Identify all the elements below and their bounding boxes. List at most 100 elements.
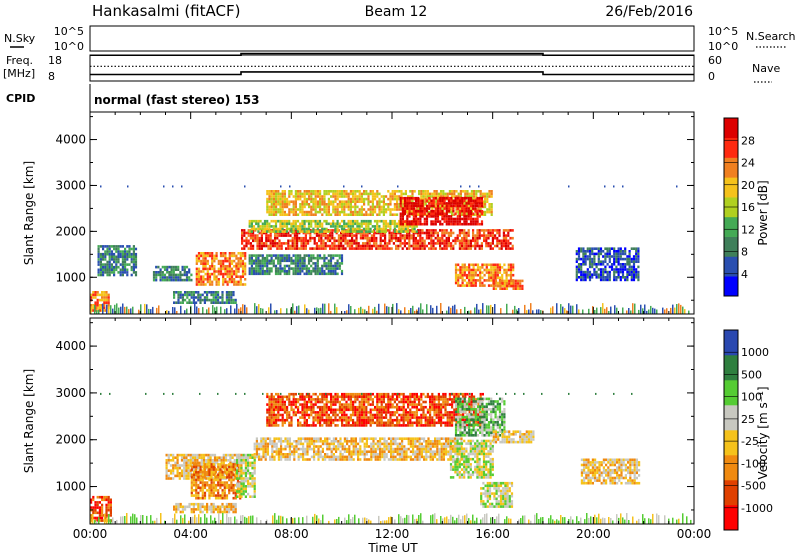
data-cell bbox=[281, 230, 284, 233]
data-cell bbox=[365, 227, 368, 231]
data-cell bbox=[494, 271, 497, 274]
data-cell bbox=[202, 267, 205, 271]
data-cell bbox=[457, 192, 460, 196]
data-cell bbox=[628, 273, 631, 276]
data-cell bbox=[485, 263, 488, 267]
data-cell bbox=[365, 450, 368, 453]
data-cell bbox=[368, 247, 371, 250]
data-cell bbox=[249, 234, 252, 237]
data-cell bbox=[363, 213, 366, 216]
data-cell bbox=[316, 230, 319, 233]
data-cell bbox=[324, 455, 327, 459]
data-cell bbox=[296, 231, 299, 235]
data-cell bbox=[248, 259, 251, 263]
data-cell bbox=[185, 469, 188, 472]
data-cell bbox=[261, 225, 264, 228]
data-cell bbox=[255, 259, 258, 263]
data-cell bbox=[412, 239, 415, 243]
data-cell bbox=[336, 254, 339, 257]
scatter-cell bbox=[688, 310, 690, 314]
data-cell bbox=[384, 231, 387, 235]
data-cell bbox=[498, 231, 501, 235]
scatter-cell bbox=[262, 308, 264, 314]
data-cell bbox=[285, 242, 288, 245]
data-cell bbox=[413, 190, 416, 193]
data-cell bbox=[514, 287, 517, 290]
data-cell bbox=[419, 229, 422, 232]
data-cell bbox=[318, 254, 322, 257]
data-cell bbox=[430, 239, 433, 243]
data-cell bbox=[235, 280, 238, 284]
data-cell bbox=[268, 408, 271, 412]
data-cell bbox=[403, 458, 406, 461]
data-cell bbox=[340, 244, 343, 248]
data-cell bbox=[494, 281, 497, 285]
data-cell bbox=[431, 445, 434, 448]
data-cell bbox=[228, 293, 231, 297]
data-cell bbox=[457, 195, 460, 198]
data-cell bbox=[451, 192, 454, 196]
data-cell bbox=[117, 265, 120, 269]
data-cell bbox=[521, 284, 524, 288]
data-cell bbox=[369, 190, 372, 193]
data-cell bbox=[314, 208, 317, 211]
data-cell bbox=[422, 190, 425, 193]
data-cell bbox=[216, 456, 219, 459]
data-cell bbox=[433, 192, 436, 196]
data-cell bbox=[447, 453, 450, 456]
data-cell bbox=[363, 453, 366, 456]
data-cell bbox=[272, 210, 275, 214]
data-cell bbox=[502, 239, 505, 243]
data-cell bbox=[492, 268, 495, 272]
data-cell bbox=[174, 276, 178, 279]
scatter-cell bbox=[316, 307, 318, 314]
data-cell bbox=[103, 304, 106, 307]
data-cell bbox=[291, 450, 294, 453]
data-cell bbox=[319, 210, 322, 214]
data-cell bbox=[103, 301, 106, 304]
freq-tick-top: 18 bbox=[48, 54, 62, 67]
data-cell bbox=[332, 440, 335, 443]
data-cell bbox=[292, 225, 295, 228]
data-cell bbox=[255, 453, 258, 456]
data-cell bbox=[338, 200, 341, 203]
data-cell bbox=[255, 442, 258, 446]
data-cell bbox=[487, 229, 490, 232]
scatter-cell bbox=[270, 303, 272, 314]
data-cell bbox=[297, 458, 300, 461]
data-cell bbox=[425, 217, 429, 221]
data-cell bbox=[104, 268, 107, 272]
data-cell bbox=[275, 213, 278, 216]
data-cell bbox=[163, 276, 167, 279]
data-cell bbox=[299, 192, 302, 196]
data-cell bbox=[233, 278, 236, 281]
data-cell bbox=[277, 262, 280, 265]
data-cell bbox=[126, 252, 129, 256]
scatter-cell bbox=[646, 310, 648, 314]
data-cell bbox=[577, 270, 581, 274]
data-cell bbox=[608, 265, 611, 269]
data-cell bbox=[409, 190, 412, 193]
data-cell bbox=[266, 222, 269, 226]
data-cell bbox=[340, 236, 343, 240]
data-cell bbox=[255, 267, 258, 270]
data-cell bbox=[505, 273, 508, 277]
data-cell bbox=[312, 192, 315, 196]
data-cell bbox=[280, 445, 283, 448]
data-cell bbox=[163, 268, 167, 271]
data-cell bbox=[247, 247, 250, 250]
data-cell bbox=[235, 262, 238, 265]
data-cell bbox=[399, 220, 402, 223]
data-cell bbox=[398, 230, 401, 233]
data-cell bbox=[318, 231, 321, 235]
data-cell bbox=[316, 262, 319, 265]
data-cell bbox=[361, 450, 364, 453]
data-cell bbox=[335, 231, 338, 235]
data-cell bbox=[363, 447, 366, 451]
data-cell bbox=[233, 280, 236, 284]
data-cell bbox=[291, 453, 294, 456]
data-cell bbox=[380, 227, 383, 231]
data-cell bbox=[291, 242, 294, 245]
data-cell bbox=[328, 447, 331, 451]
data-cell bbox=[458, 199, 462, 203]
